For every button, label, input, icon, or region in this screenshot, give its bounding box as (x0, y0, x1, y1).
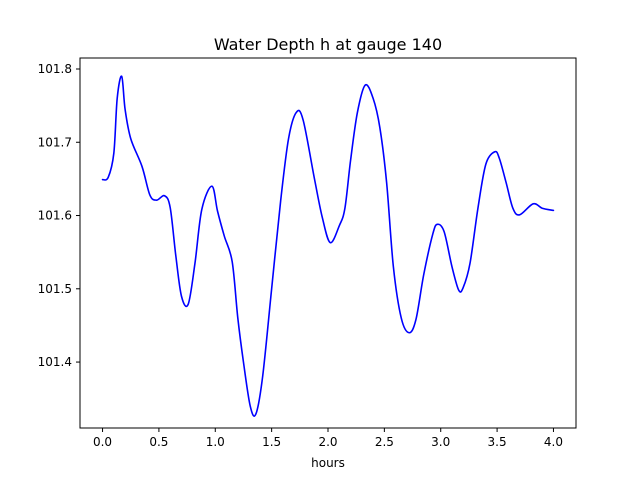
x-axis-label: hours (311, 456, 345, 470)
y-tick-label: 101.5 (38, 282, 72, 296)
x-tick-label: 2.0 (318, 435, 337, 449)
y-tick-label: 101.8 (38, 62, 72, 76)
x-tick-label: 3.5 (488, 435, 507, 449)
plot-frame (79, 57, 577, 429)
y-tick-label: 101.4 (38, 355, 72, 369)
chart-title: Water Depth h at gauge 140 (214, 35, 442, 54)
y-tick-label: 101.7 (38, 135, 72, 149)
x-tick-label: 4.0 (544, 435, 563, 449)
x-tick-label: 3.0 (431, 435, 450, 449)
y-axis-ticks: 101.4 101.5 101.6 101.7 101.8 (38, 62, 80, 369)
y-tick-label: 101.6 (38, 209, 72, 223)
x-tick-label: 1.0 (206, 435, 225, 449)
x-tick-label: 0.5 (149, 435, 168, 449)
plot-area (101, 75, 555, 417)
series-line (101, 75, 555, 417)
x-axis-ticks: 0.0 0.5 1.0 1.5 2.0 2.5 3.0 3.5 4.0 (93, 428, 563, 449)
x-tick-label: 1.5 (262, 435, 281, 449)
x-tick-label: 0.0 (93, 435, 112, 449)
x-tick-label: 2.5 (375, 435, 394, 449)
